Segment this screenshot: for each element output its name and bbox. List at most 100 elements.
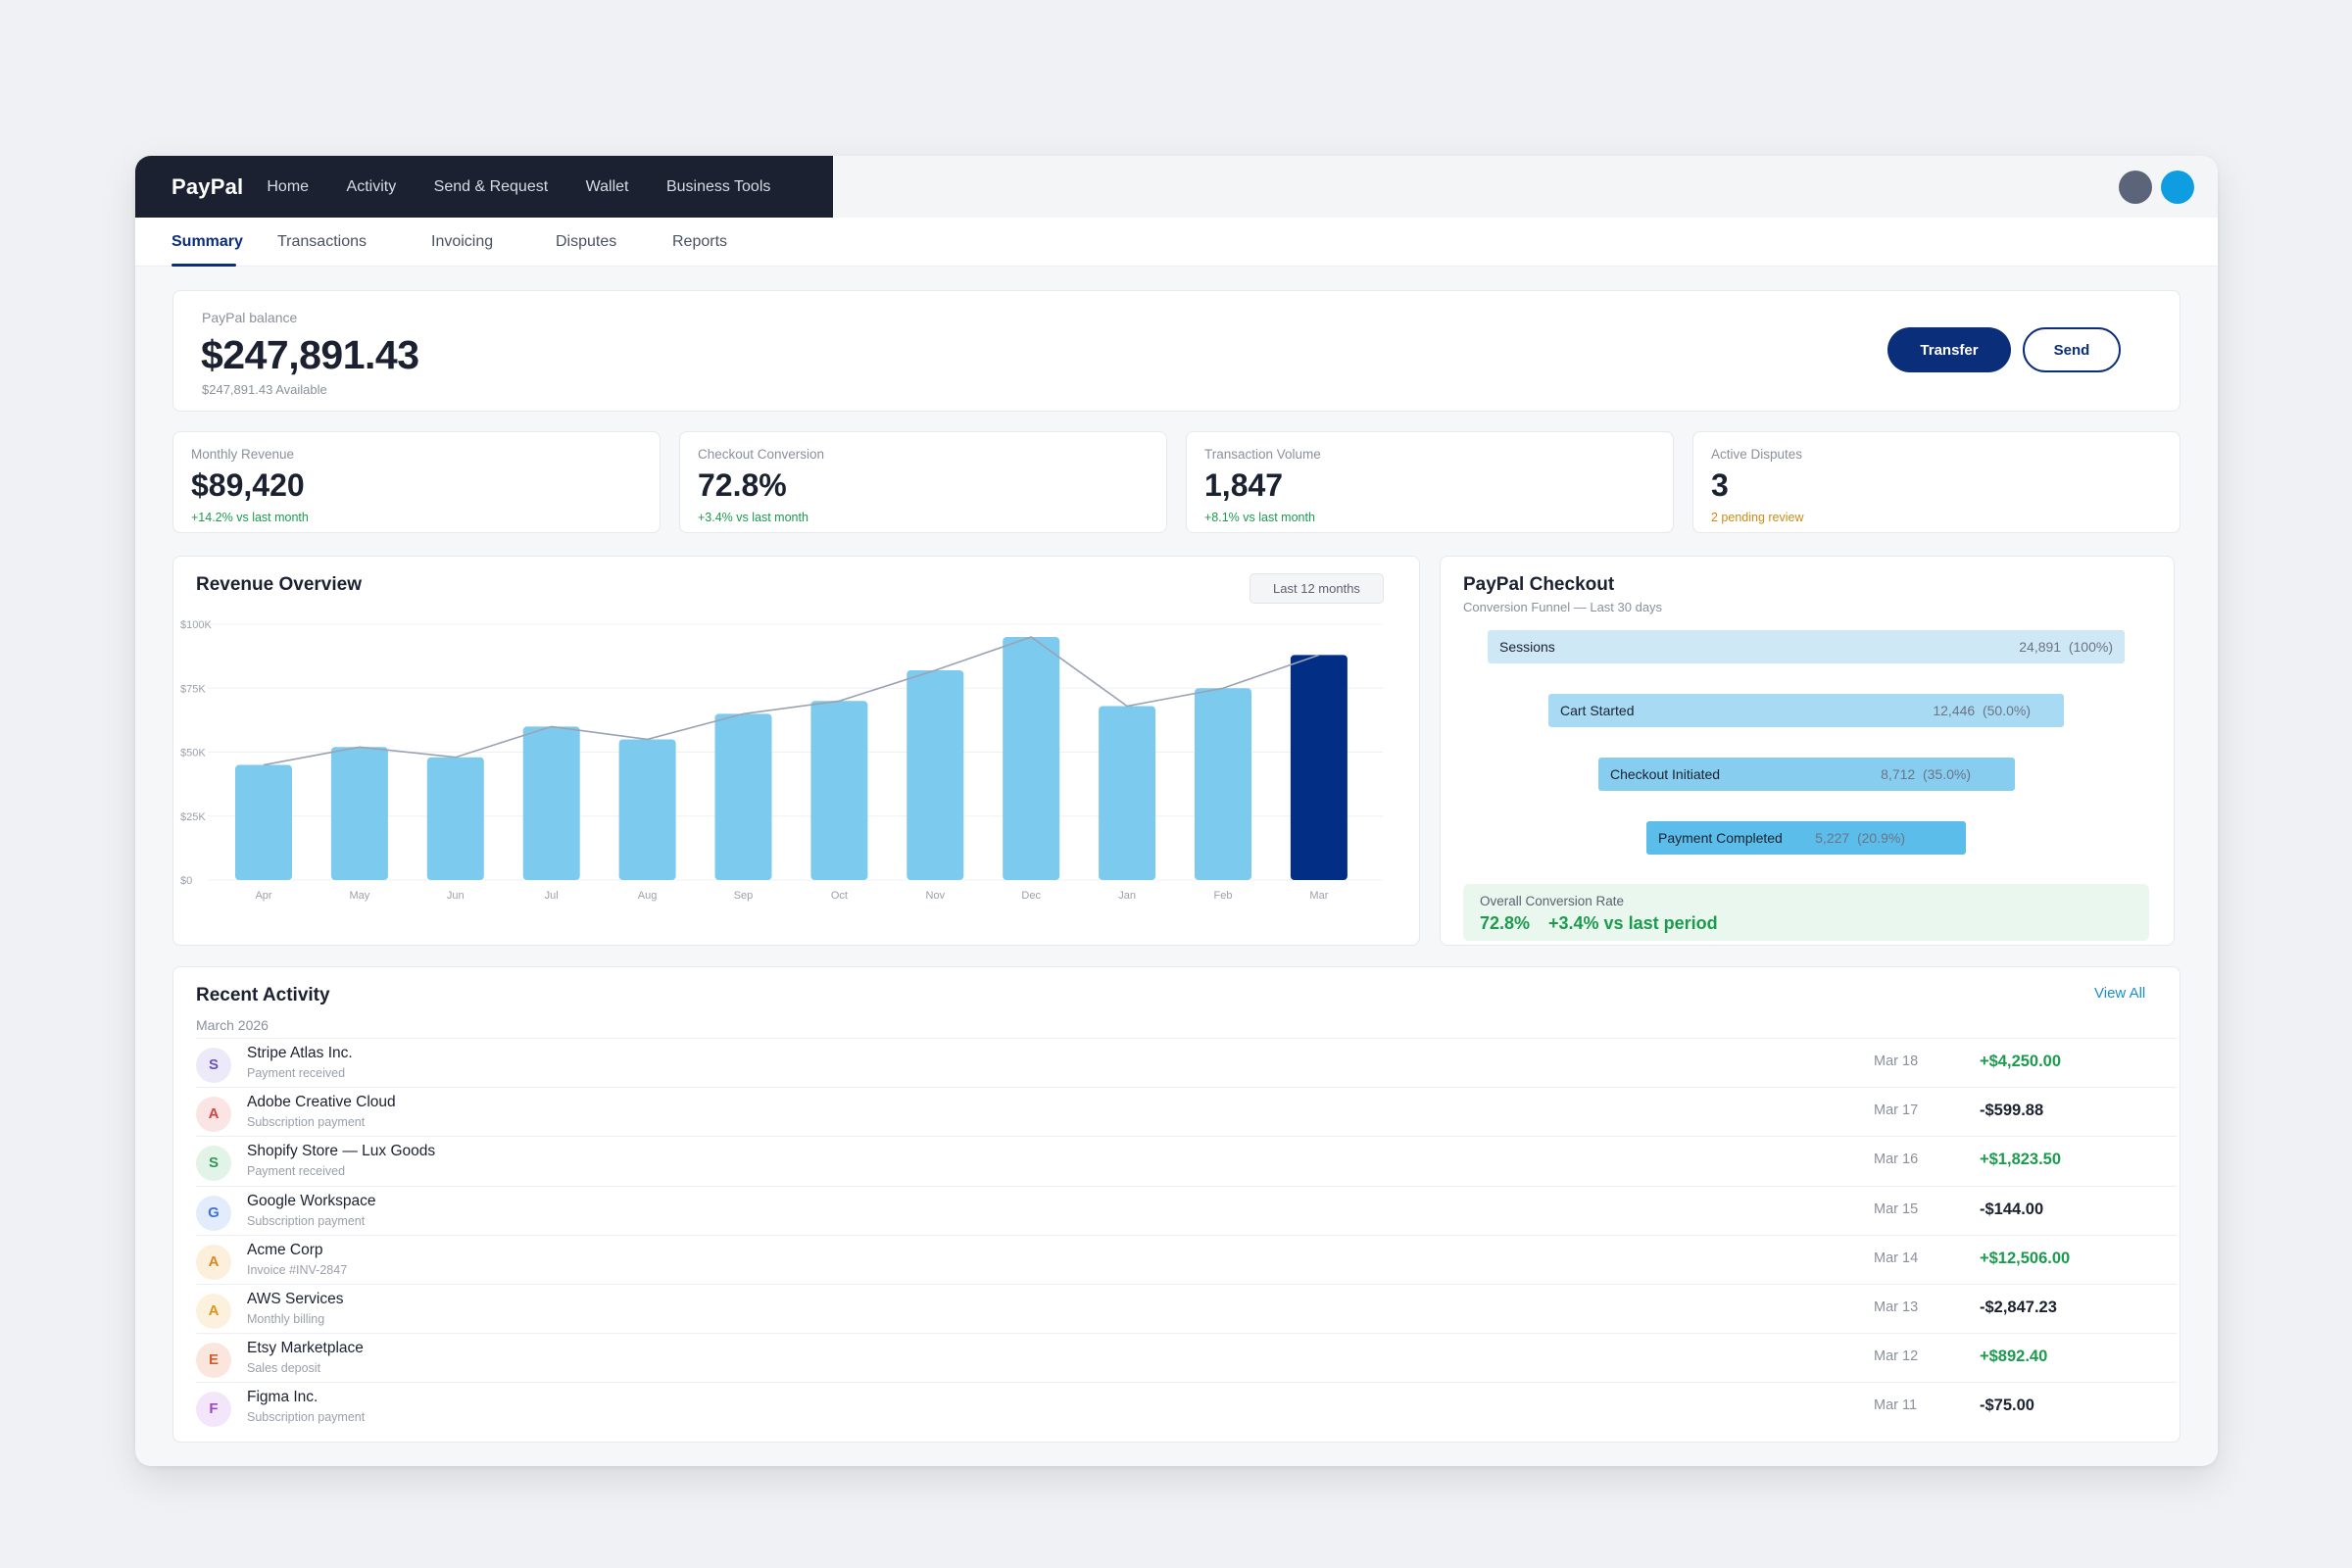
overall-conversion-label: Overall Conversion Rate	[1480, 894, 1625, 908]
revenue-bar	[1099, 706, 1156, 880]
transaction-date: Mar 15	[1874, 1200, 1919, 1217]
activity-row[interactable]: E Etsy Marketplace Sales deposit Mar 12 +$89…	[196, 1333, 2177, 1382]
nav-business-tools[interactable]: Business Tools	[665, 177, 771, 195]
metric-value: 3	[1711, 467, 1729, 503]
x-tick-label: Jun	[447, 890, 465, 902]
transfer-button[interactable]: Transfer	[1887, 327, 2011, 372]
y-tick-label: $25K	[180, 811, 206, 823]
x-tick-label: Aug	[638, 890, 658, 902]
transaction-date: Mar 11	[1874, 1397, 1918, 1414]
x-tick-label: Apr	[255, 890, 271, 902]
transaction-type: Subscription payment	[247, 1115, 366, 1130]
merchant-name: Figma Inc.	[247, 1389, 318, 1406]
x-tick-label: Nov	[926, 890, 946, 902]
merchant-name: Acme Corp	[247, 1241, 323, 1258]
transaction-type: Payment received	[247, 1164, 346, 1179]
top-bar: PayPal Home Activity Send & Request Wall…	[135, 156, 2218, 218]
y-tick-label: $50K	[180, 748, 206, 760]
merchant-avatar: A	[196, 1097, 231, 1133]
transaction-date: Mar 18	[1874, 1054, 1919, 1069]
revenue-bar	[618, 739, 676, 880]
funnel-stage-label: Sessions	[1499, 639, 1555, 655]
revenue-bar	[810, 701, 868, 880]
user-avatar[interactable]	[2119, 171, 2152, 204]
tab-invoicing[interactable]: Invoicing	[431, 233, 494, 250]
metric-label: Transaction Volume	[1204, 447, 1321, 462]
transaction-type: Payment received	[247, 1066, 346, 1080]
funnel-card: PayPal Checkout Conversion Funnel — Last…	[1440, 556, 2175, 946]
activity-row[interactable]: A Acme Corp Invoice #INV-2847 Mar 14 +$12,50…	[196, 1234, 2177, 1284]
revenue-bar	[1290, 655, 1348, 880]
revenue-bar	[714, 713, 772, 880]
recent-activity-card: Recent Activity View All March 2026 S Str…	[172, 966, 2180, 1443]
funnel-stage-checkout-initiated[interactable]: Checkout Initiated 8,712 (35.0%)	[1598, 758, 2015, 791]
transaction-amount: -$2,847.23	[1980, 1298, 2057, 1316]
notifications-avatar[interactable]	[2161, 171, 2194, 204]
revenue-card: Revenue Overview Last 12 months $0 $25K $5…	[172, 556, 1420, 946]
revenue-trend-line	[263, 636, 1320, 766]
transaction-amount: +$892.40	[1980, 1348, 2048, 1366]
metric-label: Active Disputes	[1711, 447, 1803, 462]
activity-row[interactable]: S Stripe Atlas Inc. Payment received Mar 18…	[196, 1038, 2177, 1087]
activity-row[interactable]: S Shopify Store — Lux Goods Payment receiv…	[196, 1136, 2177, 1185]
metric-card-monthly-revenue: Monthly Revenue $89,420 +14.2% vs last m…	[172, 431, 661, 533]
revenue-bar	[906, 669, 964, 880]
top-nav: Home Activity Send & Request Wallet Busi…	[267, 178, 804, 196]
transaction-date: Mar 17	[1874, 1102, 1919, 1119]
transaction-date: Mar 14	[1874, 1250, 1919, 1266]
transaction-amount: +$1,823.50	[1980, 1151, 2062, 1169]
funnel-stage-label: Cart Started	[1560, 703, 1635, 718]
metric-card-active-disputes: Active Disputes 3 2 pending review	[1692, 431, 2180, 533]
merchant-avatar: A	[196, 1294, 231, 1329]
range-select[interactable]: Last 12 months	[1250, 573, 1384, 604]
activity-row[interactable]: F Figma Inc. Subscription payment Mar 11 -$7…	[196, 1382, 2177, 1431]
transaction-date: Mar 13	[1874, 1299, 1919, 1315]
x-tick-label: Feb	[1214, 890, 1233, 902]
revenue-title: Revenue Overview	[196, 574, 362, 595]
paypal-logo[interactable]: PayPal	[172, 173, 244, 199]
revenue-bar	[1003, 637, 1060, 880]
nav-send-request[interactable]: Send & Request	[433, 177, 549, 195]
merchant-name: Shopify Store — Lux Goods	[247, 1143, 436, 1160]
funnel-title: PayPal Checkout	[1463, 574, 1615, 595]
merchant-name: Google Workspace	[247, 1192, 376, 1209]
metric-delta: +14.2% vs last month	[191, 511, 309, 524]
revenue-bar	[426, 757, 484, 880]
merchant-avatar: A	[196, 1244, 231, 1280]
metric-value: 1,847	[1204, 467, 1284, 503]
activity-row[interactable]: A Adobe Creative Cloud Subscription paymen…	[196, 1087, 2177, 1136]
view-all-link[interactable]: View All	[2094, 985, 2146, 1002]
nav-activity[interactable]: Activity	[346, 177, 397, 195]
funnel-stage-payment-completed[interactable]: Payment Completed 5,227 (20.9%)	[1646, 821, 1966, 855]
funnel-stage-cart-started[interactable]: Cart Started 12,446 (50.0%)	[1548, 694, 2064, 727]
metric-label: Monthly Revenue	[191, 447, 295, 462]
funnel-stage-value: 5,227 (20.9%)	[1815, 830, 1905, 846]
funnel-stage-value: 8,712 (35.0%)	[1881, 766, 1971, 782]
transaction-amount: +$12,506.00	[1980, 1249, 2071, 1267]
nav-home[interactable]: Home	[267, 177, 310, 195]
x-tick-label: Sep	[734, 890, 754, 902]
tab-transactions[interactable]: Transactions	[277, 233, 367, 250]
send-button[interactable]: Send	[2023, 327, 2121, 372]
x-tick-label: May	[350, 890, 370, 902]
nav-wallet[interactable]: Wallet	[585, 177, 629, 195]
metric-delta: +3.4% vs last month	[698, 511, 808, 524]
funnel-stage-sessions[interactable]: Sessions 24,891 (100%)	[1488, 630, 2125, 663]
activity-row[interactable]: A AWS Services Monthly billing Mar 13 -$2,84…	[196, 1284, 2177, 1333]
tab-disputes[interactable]: Disputes	[556, 233, 617, 250]
funnel-subtitle: Conversion Funnel — Last 30 days	[1463, 600, 1663, 614]
y-tick-label: $0	[180, 875, 192, 887]
tab-reports[interactable]: Reports	[672, 233, 728, 250]
transaction-type: Subscription payment	[247, 1213, 366, 1228]
metric-delta: +8.1% vs last month	[1204, 511, 1315, 524]
funnel-stage-value: 12,446 (50.0%)	[1933, 703, 2031, 718]
metric-label: Checkout Conversion	[698, 447, 825, 462]
x-tick-label: Mar	[1309, 890, 1328, 902]
transaction-amount: -$75.00	[1980, 1396, 2034, 1415]
merchant-name: Adobe Creative Cloud	[247, 1094, 396, 1111]
activity-row[interactable]: G Google Workspace Subscription payment Mar…	[196, 1185, 2177, 1235]
tab-summary[interactable]: Summary	[172, 233, 243, 250]
funnel-stage-label: Checkout Initiated	[1610, 766, 1721, 782]
merchant-avatar: F	[196, 1392, 231, 1428]
x-tick-label: Dec	[1021, 890, 1041, 902]
